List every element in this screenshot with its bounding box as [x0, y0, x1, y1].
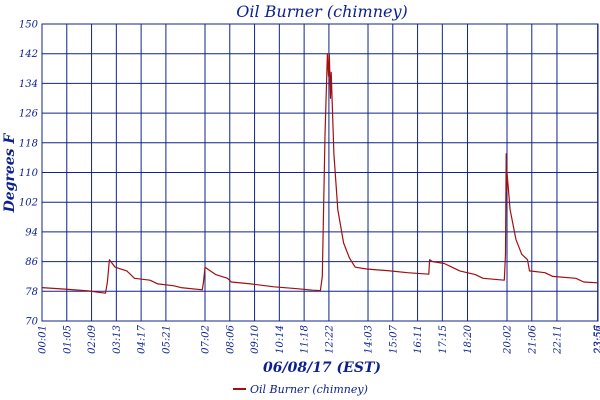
x-tick-label: 10:14 — [275, 325, 286, 354]
x-tick-label: 05:21 — [161, 325, 172, 354]
y-tick-label: 78 — [25, 287, 38, 298]
x-tick-label: 01:05 — [62, 325, 73, 354]
chart-title: Oil Burner (chimney) — [236, 2, 408, 21]
series-line — [41, 53, 599, 294]
x-tick-label: 03:13 — [112, 325, 123, 354]
x-tick-label: 20:02 — [503, 325, 514, 355]
y-tick-label: 110 — [19, 168, 39, 179]
y-tick-label: 150 — [19, 20, 39, 31]
x-tick-label: 18:20 — [463, 324, 474, 353]
x-tick-label: 22:11 — [552, 325, 563, 355]
x-axis-ticks: 00:01 01:05 02:09 03:13 04:17 05:21 07:02 08:06… — [37, 324, 600, 354]
y-tick-label: 102 — [19, 198, 38, 209]
y-tick-label: 142 — [19, 49, 38, 60]
x-tick-label: 07:02 — [201, 325, 212, 354]
x-tick-label: 23:57 — [594, 324, 600, 354]
y-tick-label: 126 — [19, 109, 39, 120]
x-tick-label: 04:17 — [137, 324, 148, 353]
x-tick-label: 12:22 — [324, 325, 335, 354]
series-layer — [41, 53, 599, 294]
x-tick-label: 09:10 — [250, 324, 261, 353]
y-tick-label: 86 — [25, 257, 38, 268]
y-axis-label: Degrees F — [2, 133, 18, 214]
x-tick-label: 00:01 — [37, 325, 48, 354]
y-tick-label: 134 — [19, 79, 38, 90]
x-tick-label: 11:18 — [300, 325, 311, 354]
legend: Oil Burner (chimney) — [233, 383, 368, 396]
y-tick-label: 94 — [25, 227, 38, 238]
y-axis-ticks: 70 78 86 94 102 110 118 126 134 142 150 — [19, 20, 39, 328]
plot-frame — [41, 23, 599, 322]
x-tick-label: 14:03 — [364, 325, 375, 354]
x-tick-label: 21:06 — [527, 324, 538, 354]
x-tick-label: 17:15 — [438, 325, 449, 354]
x-axis-label: 06/08/17 (EST) — [263, 360, 381, 376]
x-tick-label: 16:11 — [413, 325, 424, 354]
x-tick-label: 15:07 — [388, 324, 399, 353]
grid — [41, 23, 599, 322]
y-tick-label: 118 — [19, 138, 38, 149]
y-tick-label: 70 — [25, 317, 38, 328]
x-tick-label: 08:06 — [225, 324, 236, 353]
x-tick-label: 23:56 — [593, 324, 600, 354]
x-tick-label: 02:09 — [87, 324, 98, 353]
legend-label: Oil Burner (chimney) — [250, 383, 368, 396]
